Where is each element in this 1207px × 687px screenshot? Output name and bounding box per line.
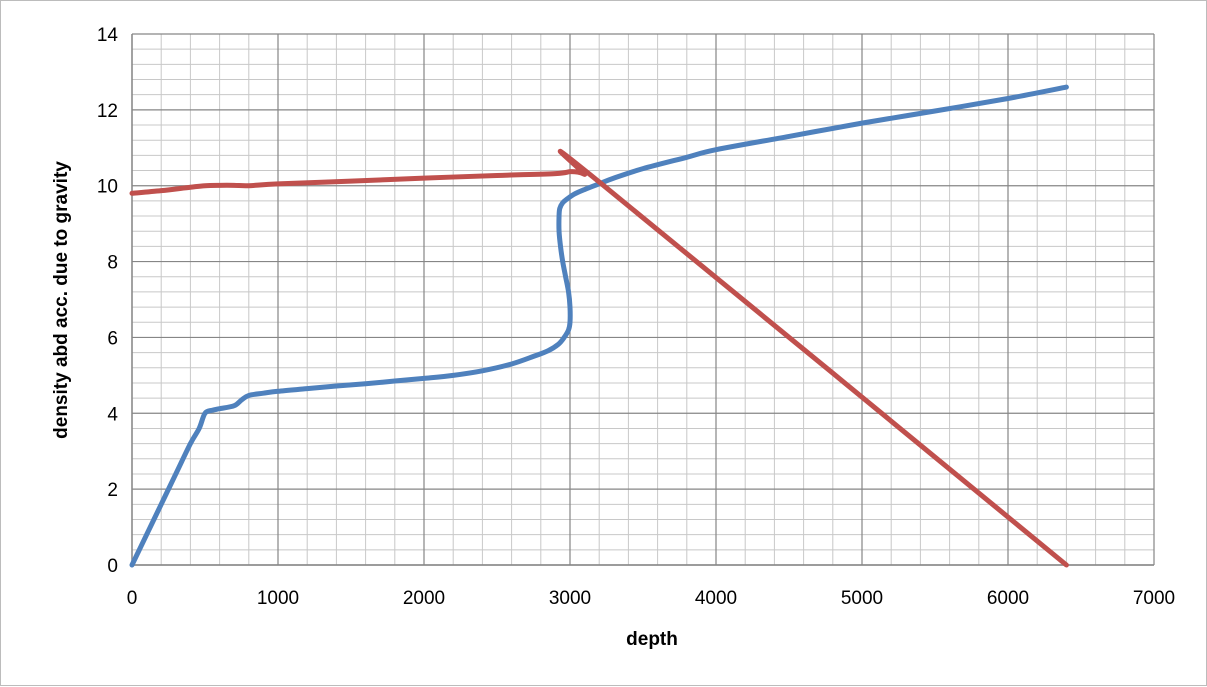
x-tick-label: 6000 xyxy=(987,588,1029,609)
series-line-2 xyxy=(129,148,1069,568)
y-tick-labels: 0 2 4 6 8 10 12 14 xyxy=(97,25,119,577)
y-tick-label: 8 xyxy=(107,253,118,274)
x-tick-label: 1000 xyxy=(257,588,299,609)
x-tick-label: 5000 xyxy=(841,588,883,609)
x-tick-label: 3000 xyxy=(549,588,591,609)
series-layer xyxy=(129,84,1069,568)
y-tick-label: 4 xyxy=(107,404,118,425)
x-tick-labels: 0 1000 2000 3000 4000 5000 6000 7000 xyxy=(127,588,1175,609)
series-line-1 xyxy=(129,84,1069,568)
x-tick-label: 7000 xyxy=(1133,588,1175,609)
minor-gridlines xyxy=(132,34,1154,565)
y-tick-label: 10 xyxy=(97,177,118,198)
y-tick-label: 12 xyxy=(97,101,118,122)
y-tick-label: 6 xyxy=(107,328,118,349)
x-axis-title: depth xyxy=(626,629,678,650)
y-axis-title: density abd acc. due to gravity xyxy=(51,161,72,439)
major-gridlines xyxy=(131,33,1155,566)
x-tick-label: 2000 xyxy=(403,588,445,609)
x-tick-label: 4000 xyxy=(695,588,737,609)
x-tick-label: 0 xyxy=(127,588,138,609)
y-tick-label: 2 xyxy=(107,480,118,501)
y-tick-label: 0 xyxy=(107,556,118,577)
y-tick-label: 14 xyxy=(97,25,119,46)
